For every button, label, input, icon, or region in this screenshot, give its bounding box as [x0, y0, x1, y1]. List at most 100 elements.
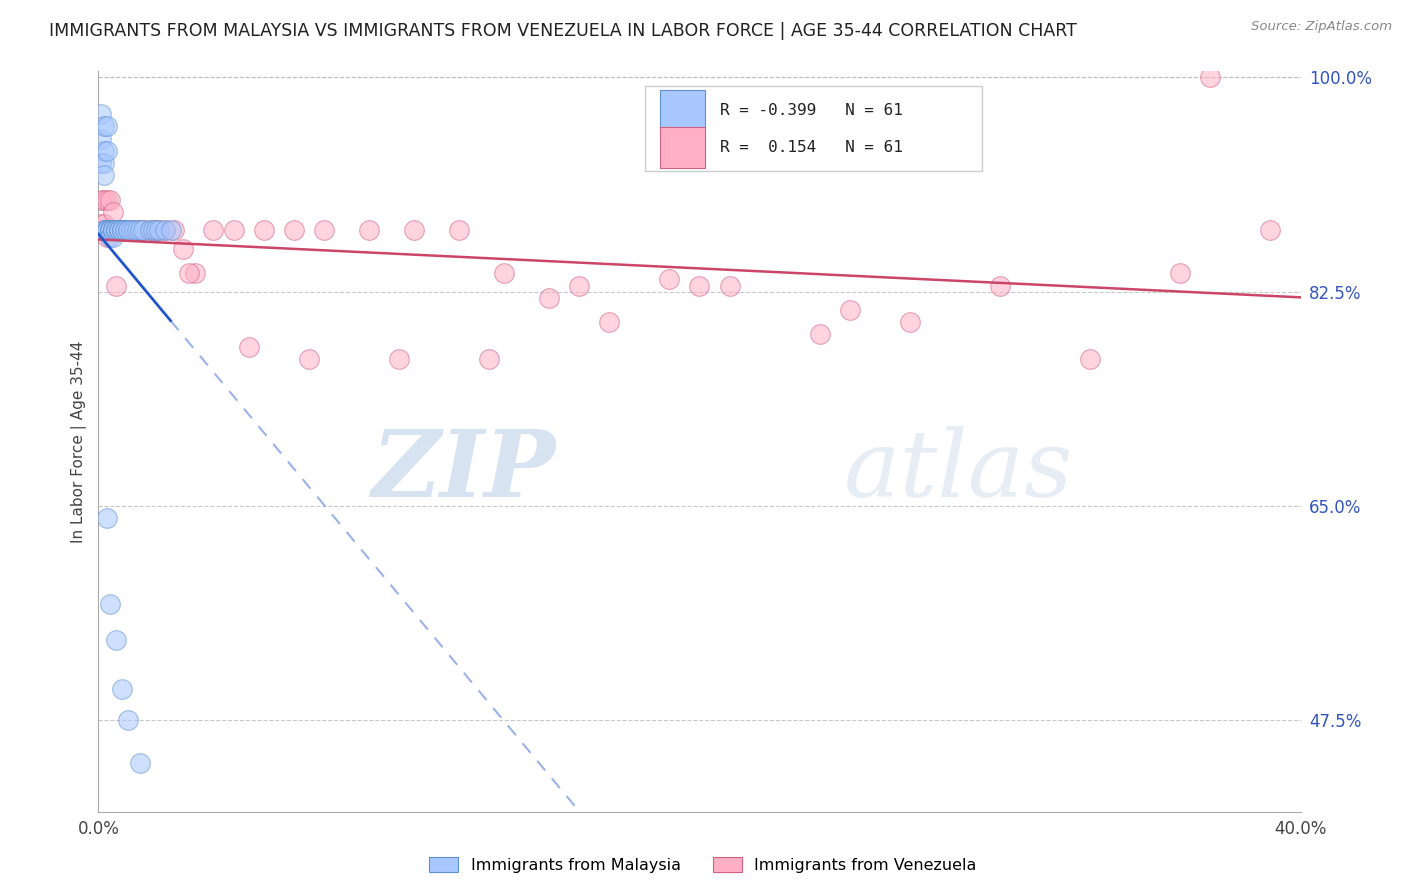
Point	[108, 223, 131, 237]
Point	[100, 223, 122, 237]
Point	[96, 193, 118, 207]
Point	[183, 266, 205, 280]
Point	[121, 223, 143, 237]
Point	[117, 223, 139, 237]
Point	[1199, 70, 1222, 85]
Point	[117, 713, 139, 727]
Point	[90, 107, 112, 121]
Point	[96, 223, 118, 237]
Point	[298, 351, 321, 366]
Point	[103, 229, 125, 244]
Point	[153, 223, 176, 237]
Point	[117, 223, 139, 237]
Point	[96, 144, 118, 158]
Point	[494, 266, 516, 280]
Point	[103, 223, 125, 237]
Point	[568, 278, 591, 293]
Point	[93, 217, 115, 231]
Point	[111, 223, 134, 237]
Text: R = -0.399   N = 61: R = -0.399 N = 61	[720, 103, 903, 118]
Point	[148, 223, 170, 237]
Point	[96, 223, 118, 237]
Point	[103, 223, 125, 237]
Text: IMMIGRANTS FROM MALAYSIA VS IMMIGRANTS FROM VENEZUELA IN LABOR FORCE | AGE 35-44: IMMIGRANTS FROM MALAYSIA VS IMMIGRANTS F…	[49, 22, 1077, 40]
Point	[100, 223, 122, 237]
Text: R =  0.154   N = 61: R = 0.154 N = 61	[720, 140, 903, 155]
Point	[103, 223, 125, 237]
Point	[658, 272, 681, 286]
Point	[103, 223, 125, 237]
Point	[108, 223, 131, 237]
Point	[103, 223, 125, 237]
Point	[100, 229, 122, 244]
Point	[108, 223, 131, 237]
Point	[141, 223, 163, 237]
Point	[96, 223, 118, 237]
Point	[93, 169, 115, 183]
Y-axis label: In Labor Force | Age 35-44: In Labor Force | Age 35-44	[72, 341, 87, 542]
Point	[159, 223, 181, 237]
Point	[312, 223, 335, 237]
Point	[447, 223, 470, 237]
Point	[103, 205, 125, 219]
Point	[93, 223, 115, 237]
Point	[93, 223, 115, 237]
Point	[988, 278, 1011, 293]
Point	[100, 193, 122, 207]
Point	[808, 327, 831, 342]
Text: atlas: atlas	[844, 426, 1073, 516]
Point	[111, 682, 134, 697]
Point	[96, 511, 118, 525]
Point	[96, 229, 118, 244]
Point	[162, 223, 184, 237]
Point	[100, 223, 122, 237]
Point	[90, 131, 112, 145]
Point	[100, 597, 122, 611]
Point	[114, 223, 136, 237]
FancyBboxPatch shape	[645, 87, 981, 171]
Point	[108, 223, 131, 237]
Point	[105, 223, 128, 237]
Point	[1260, 223, 1282, 237]
Point	[138, 223, 160, 237]
Point	[108, 223, 131, 237]
Point	[718, 278, 741, 293]
FancyBboxPatch shape	[659, 127, 706, 168]
Point	[100, 223, 122, 237]
Point	[598, 315, 620, 329]
Point	[96, 223, 118, 237]
Point	[96, 223, 118, 237]
Point	[172, 242, 194, 256]
Point	[105, 223, 128, 237]
Point	[898, 315, 921, 329]
Point	[283, 223, 305, 237]
Point	[1170, 266, 1192, 280]
Point	[96, 120, 118, 134]
Point	[132, 223, 155, 237]
Point	[93, 156, 115, 170]
Point	[222, 223, 245, 237]
Point	[100, 223, 122, 237]
Point	[1078, 351, 1101, 366]
Point	[103, 223, 125, 237]
Point	[201, 223, 224, 237]
Point	[108, 223, 131, 237]
Point	[90, 217, 112, 231]
Point	[96, 223, 118, 237]
Point	[114, 223, 136, 237]
Point	[105, 223, 128, 237]
Point	[357, 223, 380, 237]
Text: Source: ZipAtlas.com: Source: ZipAtlas.com	[1251, 20, 1392, 33]
Point	[838, 303, 860, 318]
Point	[105, 633, 128, 648]
Point	[114, 223, 136, 237]
Text: ZIP: ZIP	[371, 426, 555, 516]
Point	[145, 223, 167, 237]
Point	[124, 223, 146, 237]
Point	[127, 223, 149, 237]
Legend: Immigrants from Malaysia, Immigrants from Venezuela: Immigrants from Malaysia, Immigrants fro…	[423, 851, 983, 880]
Point	[129, 756, 152, 770]
Point	[100, 223, 122, 237]
Point	[253, 223, 276, 237]
Point	[388, 351, 411, 366]
